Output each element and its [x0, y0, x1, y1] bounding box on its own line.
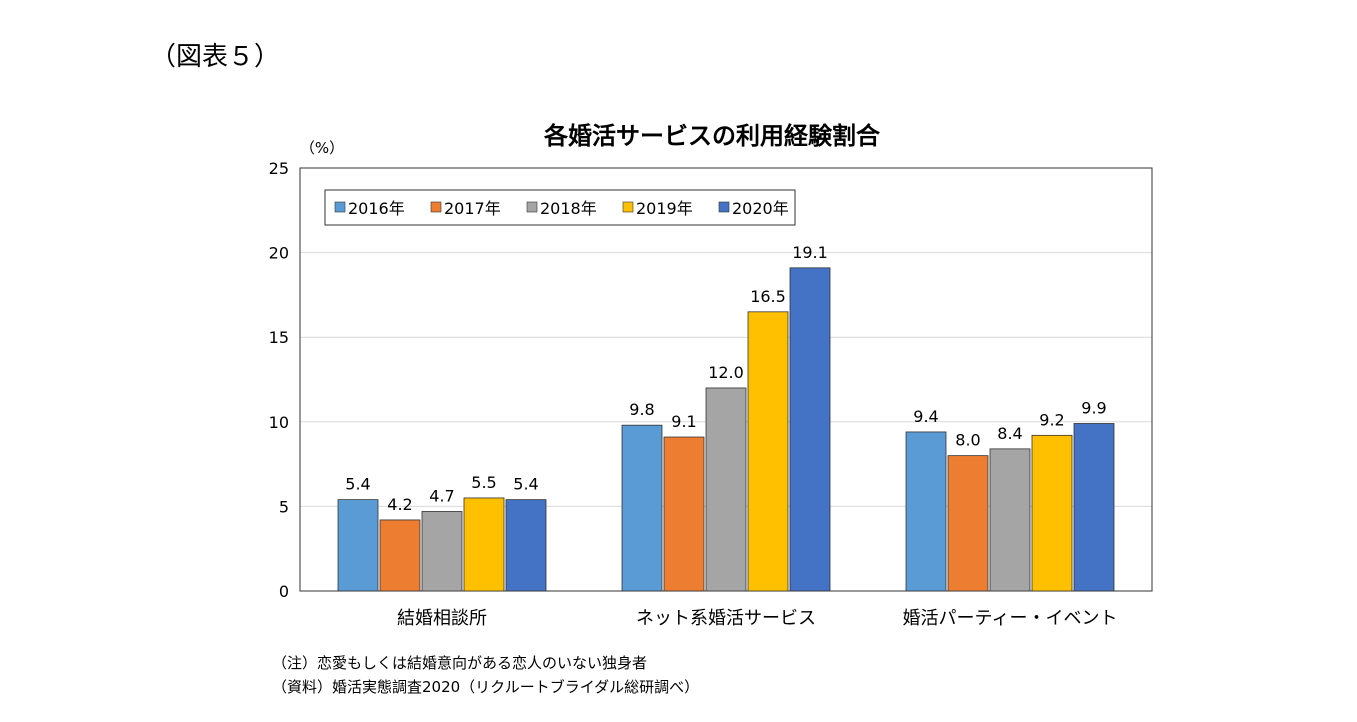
legend-label: 2020年: [732, 199, 789, 218]
legend-label: 2017年: [444, 199, 501, 218]
data-label: 5.4: [345, 475, 370, 494]
bar: [705, 387, 747, 592]
legend-label: 2018年: [540, 199, 597, 218]
bar: [747, 311, 789, 592]
bar: [905, 431, 947, 592]
bar: [421, 511, 463, 592]
data-label: 19.1: [792, 243, 828, 262]
y-tick-label: 20: [269, 244, 289, 263]
legend-swatch: [334, 201, 346, 213]
legend-swatch: [622, 201, 634, 213]
x-tick-label: 婚活パーティー・イベント: [903, 608, 1118, 629]
data-label: 4.2: [387, 495, 412, 514]
y-axis-label: （%）: [300, 139, 344, 157]
bar: [789, 267, 831, 592]
data-label: 9.8: [629, 400, 654, 419]
bar: [1031, 434, 1073, 592]
bar: [621, 424, 663, 592]
bar: [1073, 423, 1115, 592]
data-label: 8.4: [997, 424, 1022, 443]
figure-label: （図表５）: [150, 42, 281, 72]
legend-label: 2016年: [348, 199, 405, 218]
chart-title: 各婚活サービスの利用経験割合: [543, 122, 881, 150]
data-label: 16.5: [750, 287, 786, 306]
data-label: 5.4: [513, 475, 538, 494]
bar: [947, 455, 989, 592]
bar: [337, 499, 379, 592]
bar: [663, 436, 705, 592]
data-label: 5.5: [471, 473, 496, 492]
data-label: 9.4: [913, 407, 938, 426]
y-tick-label: 5: [279, 497, 289, 516]
x-tick-label: 結婚相談所: [397, 608, 487, 629]
legend-swatch: [430, 201, 442, 213]
legend-swatch: [718, 201, 730, 213]
data-label: 4.7: [429, 486, 454, 505]
y-tick-label: 25: [269, 159, 289, 178]
bar: [989, 448, 1031, 592]
legend: [324, 189, 796, 226]
data-label: 9.1: [671, 412, 696, 431]
y-tick-label: 10: [269, 413, 289, 432]
note-text: （注）恋愛もしくは結婚意向がある恋人のいない独身者: [272, 654, 648, 672]
data-label: 9.2: [1039, 410, 1064, 429]
data-label: 8.0: [955, 431, 980, 450]
bar: [463, 497, 505, 592]
source-text: （資料）婚活実態調査2020（リクルートブライダル総研調べ）: [272, 678, 700, 696]
legend-label: 2019年: [636, 199, 693, 218]
y-tick-label: 15: [269, 328, 289, 347]
bar: [505, 499, 547, 592]
legend-swatch: [526, 201, 538, 213]
data-label: 9.9: [1081, 398, 1106, 417]
x-tick-label: ネット系婚活サービス: [636, 608, 816, 629]
bar: [379, 519, 421, 592]
y-tick-label: 0: [279, 582, 289, 601]
data-label: 12.0: [708, 363, 744, 382]
